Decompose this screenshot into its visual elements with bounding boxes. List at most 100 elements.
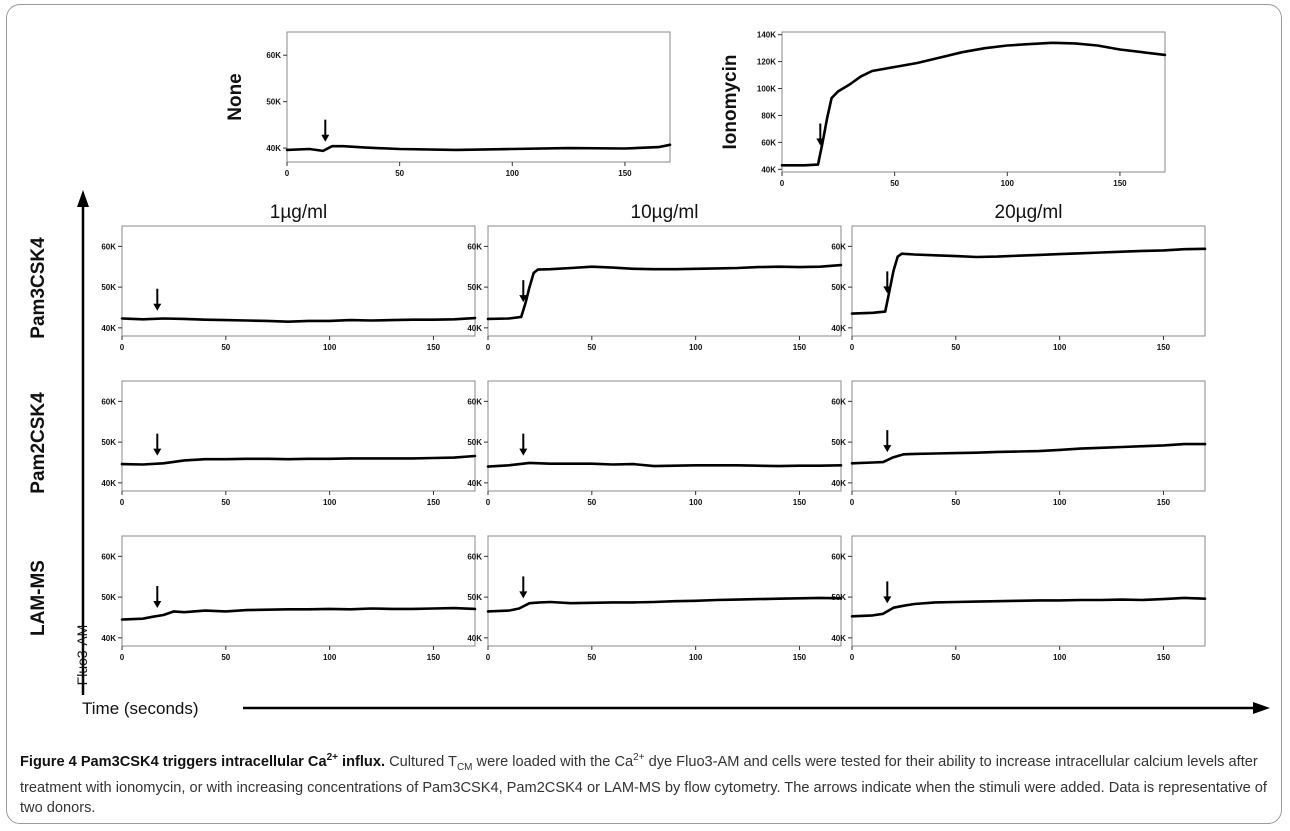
- grid-panel-7-ytick-label-0: 40K: [467, 634, 482, 643]
- grid-panel-3-xtick-label-1: 50: [221, 498, 230, 507]
- grid-panel-4-ytick-label-2: 60K: [467, 397, 482, 406]
- grid-panel-8-ytick-label-1: 50K: [831, 593, 846, 602]
- grid-panel-0-xtick-label-0: 0: [120, 343, 125, 352]
- grid-panel-1-series-line: [486, 263, 843, 321]
- grid-panel-6-xtick-label-1: 50: [221, 653, 230, 662]
- grid-panel-6-ytick-label-2: 60K: [101, 552, 116, 561]
- grid-panel-1-xtick-label-3: 150: [793, 343, 807, 352]
- grid-panel-6-series-line: [120, 606, 477, 621]
- grid-panel-6-xtick-label-2: 100: [323, 653, 337, 662]
- grid-panel-4-stimulus-arrow-head: [519, 448, 528, 456]
- top-panel-1-label: Ionomycin: [720, 54, 741, 149]
- grid-panel-4-xtick-label-0: 0: [486, 498, 491, 507]
- grid-panel-5-xtick-label-2: 100: [1053, 498, 1067, 507]
- grid-panel-1-ytick-label-0: 40K: [467, 324, 482, 333]
- grid-panel-1-ytick-label-2: 60K: [467, 242, 482, 251]
- x-axis-arrow-head: [1253, 702, 1270, 714]
- grid-panel-8-xtick-label-3: 150: [1157, 653, 1171, 662]
- top-panel-0-plot-frame: [286, 31, 671, 163]
- grid-panel-3-series-line: [120, 454, 477, 466]
- row-label-0: Pam3CSK4: [28, 237, 49, 339]
- grid-panel-6-ytick-label-0: 40K: [101, 634, 116, 643]
- caption-body-sup: 2+: [633, 752, 645, 763]
- grid-panel-3-plot-frame: [121, 380, 476, 492]
- grid-panel-5-xtick-label-0: 0: [850, 498, 855, 507]
- grid-panel-0-plot-frame: [121, 225, 476, 337]
- grid-panel-7-stimulus-arrow-head: [519, 591, 528, 599]
- top-panel-1-stimulus-arrow-head: [816, 138, 825, 146]
- figure-chart: 0 50 100 150 40K 50K 60K None 0 50 100 150 40K 60K 80K…: [28, 31, 1270, 718]
- grid-panel-1-stimulus-arrow-head: [519, 295, 528, 303]
- column-label-2: 20µg/ml: [995, 202, 1063, 223]
- figure-title-sup: 2+: [326, 752, 338, 763]
- grid-panel-3-xtick-label-3: 150: [427, 498, 441, 507]
- top-panel-0-ytick-label-2: 60K: [266, 51, 281, 60]
- grid-panel-0-xtick-label-1: 50: [221, 343, 230, 352]
- grid-panel-0-stimulus-arrow-head: [153, 303, 162, 311]
- grid-panel-2-ytick-label-0: 40K: [831, 324, 846, 333]
- grid-panel-8-series-line: [850, 596, 1207, 618]
- top-panel-0-stimulus-arrow-head: [321, 134, 330, 142]
- grid-panel-7-series-line: [486, 596, 843, 613]
- top-panel-0-label: None: [225, 73, 246, 121]
- figure-caption: Figure 4 Pam3CSK4 triggers intracellular…: [20, 748, 1275, 818]
- grid-panel-1-ytick-label-1: 50K: [467, 283, 482, 292]
- grid-panel-2-xtick-label-1: 50: [951, 343, 960, 352]
- grid-panel-0-xtick-label-3: 150: [427, 343, 441, 352]
- grid-panel-6-xtick-label-3: 150: [427, 653, 441, 662]
- row-label-2: LAM-MS: [28, 560, 49, 636]
- top-panel-1-xtick-label-2: 100: [1001, 179, 1015, 188]
- grid-panel-7-xtick-label-2: 100: [689, 653, 703, 662]
- grid-panel-3-ytick-label-0: 40K: [101, 479, 116, 488]
- grid-panel-7-xtick-label-1: 50: [587, 653, 596, 662]
- grid-panel-6-plot-frame: [121, 535, 476, 647]
- top-panel-0-xtick-label-1: 50: [395, 169, 404, 178]
- y-axis-arrow-head: [77, 190, 89, 207]
- grid-panel-3-ytick-label-2: 60K: [101, 397, 116, 406]
- top-panel-0-xtick-label-2: 100: [506, 169, 520, 178]
- grid-panel-2-ytick-label-2: 60K: [831, 242, 846, 251]
- grid-panel-4-ytick-label-0: 40K: [467, 479, 482, 488]
- top-panel-0-ytick-label-0: 40K: [266, 144, 281, 153]
- top-panel-1-xtick-label-1: 50: [890, 179, 899, 188]
- grid-panel-2-plot-frame: [851, 225, 1206, 337]
- grid-panel-3-xtick-label-0: 0: [120, 498, 125, 507]
- top-panel-0-xtick-label-3: 150: [618, 169, 632, 178]
- grid-panel-2-xtick-label-2: 100: [1053, 343, 1067, 352]
- grid-panel-0-ytick-label-0: 40K: [101, 324, 116, 333]
- figure-title-post: influx.: [337, 753, 386, 770]
- grid-panel-5-stimulus-arrow-head: [883, 445, 892, 453]
- grid-panel-0-ytick-label-1: 50K: [101, 283, 116, 292]
- top-panel-1-ytick-label-5: 140K: [757, 31, 776, 40]
- top-panel-1-ytick-label-4: 120K: [757, 58, 776, 67]
- top-panel-0-ytick-label-1: 50K: [266, 98, 281, 107]
- caption-body-1: Cultured T: [385, 753, 457, 770]
- grid-panel-8-ytick-label-0: 40K: [831, 634, 846, 643]
- caption-body-sub: CM: [456, 761, 473, 773]
- grid-panel-2-xtick-label-0: 0: [850, 343, 855, 352]
- grid-panel-2-xtick-label-3: 150: [1157, 343, 1171, 352]
- y-axis-label: Fluo3-AM: [74, 625, 90, 686]
- grid-panel-7-plot-frame: [487, 535, 842, 647]
- grid-panel-2-stimulus-arrow-head: [883, 286, 892, 294]
- grid-panel-3-ytick-label-1: 50K: [101, 438, 116, 447]
- grid-panel-2-ytick-label-1: 50K: [831, 283, 846, 292]
- top-panel-1-ytick-label-3: 100K: [757, 85, 776, 94]
- grid-panel-4-series-line: [486, 461, 843, 468]
- grid-panel-5-xtick-label-3: 150: [1157, 498, 1171, 507]
- top-panel-1-series-line: [780, 41, 1167, 167]
- x-axis-label: Time (seconds): [82, 699, 199, 718]
- caption-body-3: dye Fluo3-AM and cells were tested for t…: [20, 753, 1267, 816]
- grid-panel-8-stimulus-arrow-head: [883, 596, 892, 604]
- grid-panel-0-xtick-label-2: 100: [323, 343, 337, 352]
- top-panel-1-xtick-label-3: 150: [1113, 179, 1127, 188]
- figure-label: Figure 4: [20, 753, 77, 770]
- grid-panel-5-xtick-label-1: 50: [951, 498, 960, 507]
- grid-panel-1-plot-frame: [487, 225, 842, 337]
- grid-panel-3-stimulus-arrow-head: [153, 448, 162, 456]
- grid-panel-1-xtick-label-1: 50: [587, 343, 596, 352]
- column-label-0: 1µg/ml: [270, 202, 327, 223]
- grid-panel-8-ytick-label-2: 60K: [831, 552, 846, 561]
- grid-panel-5-ytick-label-1: 50K: [831, 438, 846, 447]
- grid-panel-8-xtick-label-2: 100: [1053, 653, 1067, 662]
